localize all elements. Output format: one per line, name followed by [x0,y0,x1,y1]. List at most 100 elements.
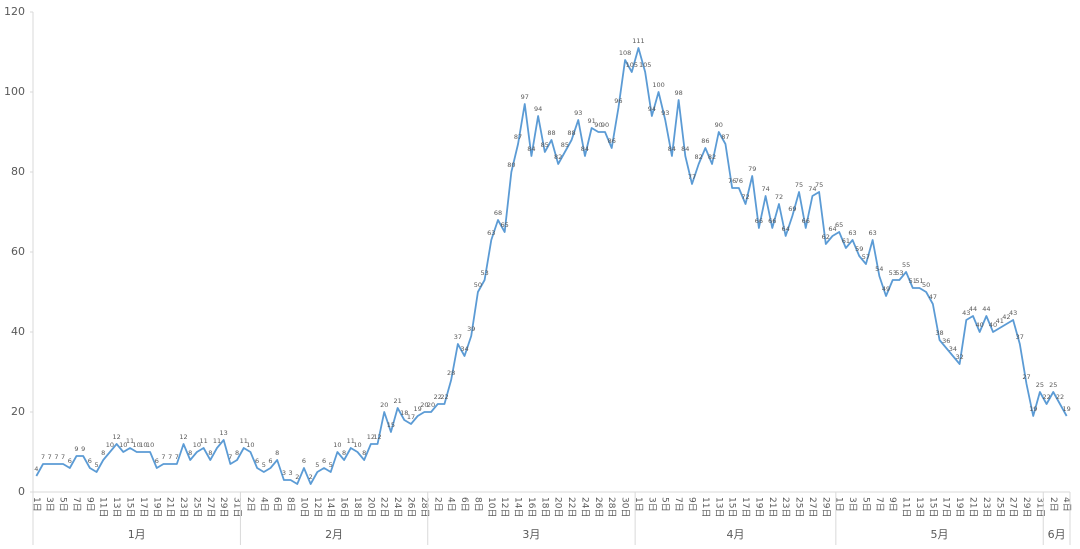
data-label: 66 [755,217,763,225]
data-label: 63 [487,229,495,237]
data-label: 22 [1042,393,1050,401]
data-label: 84 [668,145,676,153]
data-label: 12 [179,433,187,441]
data-label: 55 [902,261,910,269]
data-label: 9 [81,445,85,453]
data-label: 7 [61,453,65,461]
data-label: 40 [976,321,984,329]
data-label: 7 [175,453,179,461]
x-tick-label: 6日 [272,497,283,512]
x-tick-label: 3日 [847,497,858,512]
data-label: 2 [295,473,299,481]
data-label: 76 [735,177,743,185]
data-label: 79 [748,165,756,173]
data-label: 9 [74,445,78,453]
data-label: 74 [808,185,816,193]
x-tick-label: 30日 [620,497,631,517]
x-tick-label: 9日 [887,497,898,512]
x-tick-label: 23日 [780,497,791,517]
data-label: 10 [139,441,147,449]
data-label: 8 [342,449,346,457]
data-label: 10 [119,441,127,449]
data-label: 90 [594,121,602,129]
x-tick-label: 10日 [298,497,309,517]
data-label: 54 [875,265,883,273]
data-label: 93 [661,109,669,117]
x-tick-label: 3日 [44,497,55,512]
data-label: 42 [1002,313,1010,321]
data-label: 51 [909,277,917,285]
x-tick-label: 16日 [526,497,537,517]
data-label: 10 [193,441,201,449]
x-tick-label: 3日 [646,497,657,512]
y-tick-label: 80 [11,165,25,178]
x-tick-label: 11日 [98,497,109,517]
x-tick-label: 20日 [553,497,564,517]
month-label: 1月 [128,528,146,541]
x-tick-label: 27日 [205,497,216,517]
data-label: 2 [309,473,313,481]
data-label: 10 [106,441,114,449]
x-tick-label: 7日 [673,497,684,512]
data-label: 85 [561,141,569,149]
x-tick-label: 29日 [1021,497,1032,517]
data-label: 72 [741,193,749,201]
x-tick-label: 4日 [446,497,457,512]
data-label: 87 [514,133,522,141]
data-label: 68 [494,209,502,217]
x-tick-label: 25日 [191,497,202,517]
data-label: 27 [1022,373,1030,381]
data-label: 64 [828,225,836,233]
x-tick-label: 7日 [874,497,885,512]
x-tick-label: 22日 [566,497,577,517]
data-label: 49 [882,285,890,293]
x-tick-label: 23日 [178,497,189,517]
data-label: 50 [922,281,930,289]
x-tick-label: 1日 [31,497,42,512]
data-label: 19 [414,405,422,413]
data-label: 5 [329,461,333,469]
data-label: 18 [400,409,408,417]
x-tick-label: 15日 [927,497,938,517]
data-label: 85 [541,141,549,149]
data-label: 63 [868,229,876,237]
x-tick-label: 17日 [740,497,751,517]
x-tick-label: 13日 [713,497,724,517]
data-label: 11 [240,437,248,445]
data-label: 61 [842,237,850,245]
data-label: 88 [567,129,575,137]
data-label: 90 [601,121,609,129]
data-label: 11 [126,437,134,445]
data-label: 43 [1009,309,1017,317]
x-tick-label: 11日 [700,497,711,517]
x-tick-label: 9日 [84,497,95,512]
x-tick-label: 1日 [834,497,845,512]
data-label: 6 [255,457,259,465]
data-label: 19 [1029,405,1037,413]
x-tick-label: 22日 [379,497,390,517]
data-label: 25 [1036,381,1044,389]
x-tick-label: 20日 [365,497,376,517]
x-tick-label: 31日 [232,497,243,517]
data-label: 7 [228,453,232,461]
x-tick-label: 8日 [285,497,296,512]
data-label: 8 [188,449,192,457]
x-tick-label: 29日 [820,497,831,517]
data-label: 84 [581,145,589,153]
data-label: 38 [935,329,943,337]
data-label: 5 [94,461,98,469]
data-label: 84 [681,145,689,153]
x-tick-label: 9日 [686,497,697,512]
x-tick-label: 4日 [258,497,269,512]
data-label: 6 [88,457,92,465]
data-label: 17 [407,413,415,421]
data-label: 5 [262,461,266,469]
data-label: 28 [447,369,455,377]
data-label: 12 [112,433,120,441]
data-label: 77 [688,173,696,181]
month-label: 6月 [1048,528,1066,541]
x-tick-label: 31日 [1034,497,1045,517]
data-label: 53 [895,269,903,277]
x-tick-label: 10日 [486,497,497,517]
data-label: 62 [822,233,830,241]
